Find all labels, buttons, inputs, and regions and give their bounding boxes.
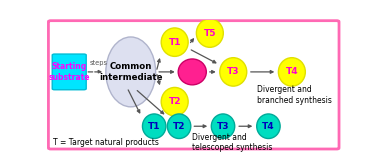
Ellipse shape xyxy=(178,59,206,85)
Ellipse shape xyxy=(196,19,223,47)
Text: T = Target natural products: T = Target natural products xyxy=(53,138,158,147)
Ellipse shape xyxy=(211,114,235,139)
Ellipse shape xyxy=(257,114,280,139)
Text: T1: T1 xyxy=(169,38,181,47)
Text: T2: T2 xyxy=(169,97,181,106)
Ellipse shape xyxy=(161,28,188,56)
Text: T1: T1 xyxy=(148,122,160,131)
Text: Divergent and
branched synthesis: Divergent and branched synthesis xyxy=(257,86,332,105)
Text: T4: T4 xyxy=(285,67,298,76)
Text: Common
intermediate: Common intermediate xyxy=(99,62,163,82)
Ellipse shape xyxy=(143,114,166,139)
Ellipse shape xyxy=(106,37,156,107)
Ellipse shape xyxy=(278,58,305,86)
Text: Divergent and
telescoped synthesis: Divergent and telescoped synthesis xyxy=(192,133,273,152)
Ellipse shape xyxy=(220,58,247,86)
Text: Starting
substrate: Starting substrate xyxy=(48,62,90,82)
Text: T2: T2 xyxy=(173,122,185,131)
Ellipse shape xyxy=(167,114,191,139)
Text: T4: T4 xyxy=(262,122,275,131)
Text: T5: T5 xyxy=(204,29,216,38)
Text: T3: T3 xyxy=(217,122,229,131)
FancyBboxPatch shape xyxy=(52,54,86,90)
Ellipse shape xyxy=(161,87,188,116)
Text: T3: T3 xyxy=(227,67,240,76)
Text: steps: steps xyxy=(90,60,107,66)
